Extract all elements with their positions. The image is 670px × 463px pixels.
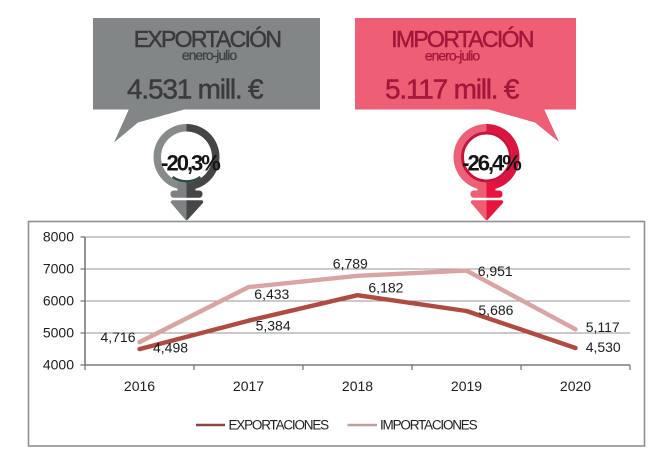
svg-text:2017: 2017 <box>233 378 264 394</box>
svg-text:6,182: 6,182 <box>368 280 403 296</box>
svg-text:2018: 2018 <box>342 378 373 394</box>
svg-text:-20,3%: -20,3% <box>161 151 220 176</box>
svg-text:4,530: 4,530 <box>586 339 621 355</box>
svg-text:enero-julio: enero-julio <box>182 47 238 63</box>
svg-text:4000: 4000 <box>43 356 74 372</box>
svg-text:6,951: 6,951 <box>478 263 513 279</box>
svg-text:8000: 8000 <box>43 228 74 244</box>
svg-text:5000: 5000 <box>43 324 74 340</box>
svg-text:6000: 6000 <box>43 292 74 308</box>
svg-text:2020: 2020 <box>560 378 591 394</box>
svg-text:5,686: 5,686 <box>478 302 513 318</box>
svg-text:4,498: 4,498 <box>153 340 188 356</box>
svg-text:IMPORTACIONES: IMPORTACIONES <box>380 417 478 432</box>
svg-text:4.531 mill. €: 4.531 mill. € <box>127 74 264 105</box>
svg-text:6,789: 6,789 <box>333 256 368 272</box>
svg-text:2019: 2019 <box>451 378 482 394</box>
svg-text:4,716: 4,716 <box>100 329 135 345</box>
svg-text:5,384: 5,384 <box>256 318 291 334</box>
svg-text:enero-julio: enero-julio <box>425 48 481 64</box>
svg-text:EXPORTACIÓN: EXPORTACIÓN <box>134 26 281 52</box>
svg-text:IMPORTACIÓN: IMPORTACIÓN <box>391 26 533 52</box>
svg-text:7000: 7000 <box>43 260 74 276</box>
svg-text:5,117: 5,117 <box>586 319 620 335</box>
svg-text:EXPORTACIONES: EXPORTACIONES <box>229 417 330 432</box>
svg-text:-26,4%: -26,4% <box>462 151 521 176</box>
svg-text:6,433: 6,433 <box>254 286 289 302</box>
svg-text:5.117 mill. €: 5.117 mill. € <box>385 74 520 105</box>
svg-text:2016: 2016 <box>124 378 155 394</box>
